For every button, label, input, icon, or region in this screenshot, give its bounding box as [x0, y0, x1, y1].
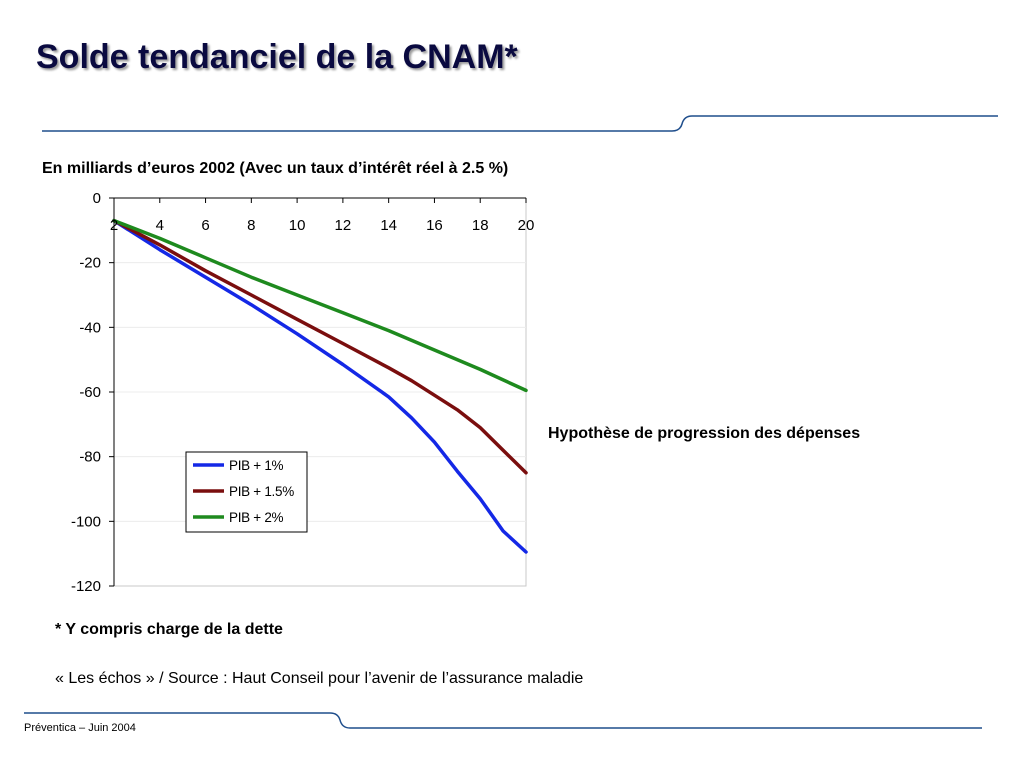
legend-label: PIB + 1.5%	[229, 484, 294, 499]
x-tick-label: 8	[247, 217, 255, 234]
footnote: * Y compris charge de la dette	[55, 621, 283, 638]
x-tick-label: 4	[156, 217, 164, 234]
x-tick-label: 16	[426, 217, 443, 234]
y-tick-label: 0	[93, 190, 101, 207]
legend: PIB + 1% PIB + 1.5% PIB + 2%	[185, 451, 308, 533]
series-line-2	[112, 218, 528, 475]
source-text: « Les échos » / Source : Haut Conseil po…	[55, 670, 584, 687]
y-tick-label: -80	[79, 449, 101, 466]
y-tick-label: -100	[71, 513, 101, 530]
expense-hypothesis-label: Hypothèse de progression des dépenses	[548, 425, 861, 442]
x-tick-label: 2	[110, 217, 118, 234]
legend-label: PIB + 2%	[229, 510, 284, 525]
y-tick-label: -40	[79, 319, 101, 336]
header-rule	[42, 115, 998, 132]
footer-rule	[24, 712, 982, 729]
y-tick-label: -20	[79, 255, 101, 272]
axes: 0 -20 -40 -60 -80 -100 -120 2 4 6 8 10 12 14 16 18 20	[71, 190, 534, 595]
legend-label: PIB + 1%	[229, 458, 284, 473]
y-tick-label: -60	[79, 384, 101, 401]
x-tick-label: 12	[335, 217, 352, 234]
x-tick-label: 18	[472, 217, 489, 234]
x-tick-label: 6	[201, 217, 209, 234]
series-line-3	[112, 218, 528, 393]
footer-text: Préventica – Juin 2004	[24, 722, 136, 734]
x-tick-label: 10	[289, 217, 306, 234]
y-tick-label: -120	[71, 578, 101, 595]
series-line-1	[112, 218, 528, 554]
x-tick-label: 14	[380, 217, 397, 234]
slide-title: Solde tendanciel de la CNAM*	[36, 38, 518, 76]
chart-subtitle: En milliards d’euros 2002 (Avec un taux …	[42, 160, 509, 177]
series-lines	[112, 218, 528, 554]
x-tick-label: 20	[518, 217, 535, 234]
